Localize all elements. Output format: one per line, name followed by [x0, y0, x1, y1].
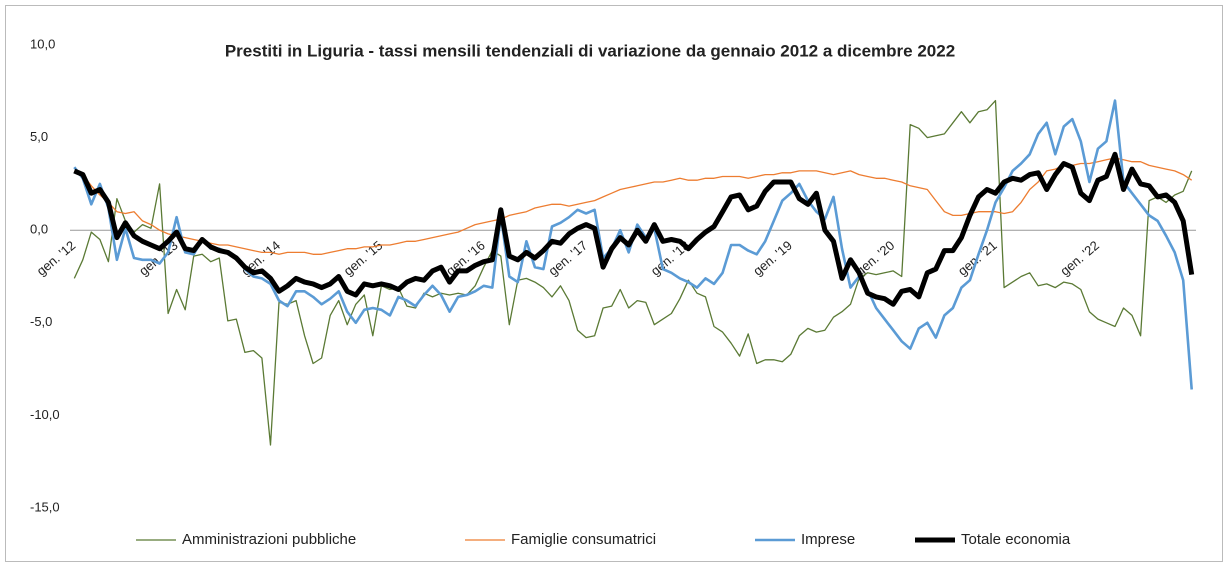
- legend-label: Totale economia: [961, 531, 1071, 548]
- legend-label: Amministrazioni pubbliche: [182, 531, 356, 548]
- series-line: [74, 157, 1193, 255]
- series-line: [73, 151, 1195, 307]
- legend-label: Imprese: [801, 531, 855, 548]
- legend-label: Famiglie consumatrici: [511, 531, 656, 548]
- chart-title: Prestiti in Liguria - tassi mensili tend…: [225, 41, 955, 60]
- y-tick-label: -5,0: [30, 314, 52, 329]
- chart-border: [5, 5, 1223, 562]
- y-tick-label: -10,0: [30, 407, 60, 422]
- y-tick-label: -15,0: [30, 499, 60, 514]
- y-tick-label: 10,0: [30, 36, 55, 51]
- y-tick-label: 5,0: [30, 129, 48, 144]
- series-line: [73, 99, 1193, 446]
- y-tick-label: 0,0: [30, 222, 48, 237]
